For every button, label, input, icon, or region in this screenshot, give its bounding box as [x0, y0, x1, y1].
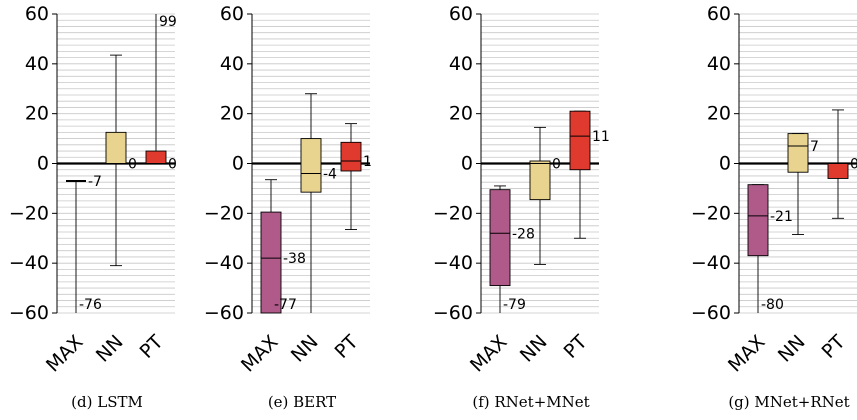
panel-caption: (f) RNet+MNet [472, 393, 589, 411]
min-label: -79 [503, 297, 526, 313]
median-label: 0 [168, 157, 177, 173]
category-label: PT [818, 331, 850, 363]
y-tick-label: 20 [449, 103, 473, 125]
box-max: -7 -76 [66, 174, 102, 313]
category-label: NN [774, 331, 810, 367]
median-label: 0 [128, 157, 137, 173]
panel: 60 40 20 0 −20 −40 −60 -28 -79 MAX 0 NN 11 PT (f) RNet… [433, 3, 610, 411]
box-pt: 1 [340, 123, 372, 230]
category-label: PT [331, 331, 363, 363]
median-label: -28 [512, 226, 535, 242]
panel: 60 40 20 0 −20 −40 −60 -21 -80 MAX 7 NN 0 PT (g) MNet+… [691, 3, 857, 411]
median-label: 7 [810, 139, 819, 155]
y-tick-label: 20 [25, 103, 49, 125]
box-pt: 0 99 [145, 14, 177, 173]
median-label: -7 [88, 174, 102, 190]
y-tick-label: −40 [204, 252, 244, 274]
y-tick-label: −20 [9, 202, 49, 224]
panel-caption: (d) LSTM [71, 393, 143, 411]
box-rect [145, 150, 167, 164]
y-tick-label: −60 [691, 302, 731, 324]
box-pt: 0 [827, 109, 857, 219]
box-nn: 0 [105, 54, 137, 267]
box-nn: 0 [529, 126, 561, 265]
box-rect [787, 133, 809, 173]
median-label: 11 [592, 129, 610, 145]
y-tick-label: 60 [707, 3, 731, 25]
y-tick-label: 40 [707, 53, 731, 75]
y-tick-label: −40 [433, 252, 473, 274]
y-tick-label: −40 [691, 252, 731, 274]
category-label: MAX [42, 331, 88, 377]
y-tick-label: 0 [37, 153, 49, 175]
box-rect [105, 131, 127, 164]
median-label: 1 [363, 154, 372, 170]
y-tick-label: 60 [25, 3, 49, 25]
median-label: -4 [323, 166, 337, 182]
category-label: MAX [466, 331, 512, 377]
y-tick-label: −20 [204, 202, 244, 224]
panel-caption: (e) BERT [268, 393, 336, 411]
min-label: -76 [79, 297, 102, 313]
y-tick-label: 40 [449, 53, 473, 75]
category-label: NN [92, 331, 128, 367]
y-tick-label: 40 [220, 53, 244, 75]
max-label: 99 [159, 14, 177, 30]
y-tick-label: 0 [461, 153, 473, 175]
median-label: -21 [770, 209, 793, 225]
median-label: 0 [850, 157, 857, 173]
category-label: PT [560, 331, 592, 363]
box-pt: 11 [569, 110, 610, 239]
category-label: MAX [237, 331, 283, 377]
panel: 60 40 20 0 −20 −40 −60 -38 -77 MAX -4 NN 1 PT (e) BERT [204, 3, 372, 411]
category-label: NN [516, 331, 552, 367]
y-tick-label: −20 [691, 202, 731, 224]
category-label: NN [287, 331, 323, 367]
box-rect [529, 160, 551, 201]
y-tick-label: 60 [220, 3, 244, 25]
median-label: 0 [552, 157, 561, 173]
y-tick-label: 20 [220, 103, 244, 125]
box-rect [340, 141, 362, 172]
y-tick-label: 0 [719, 153, 731, 175]
box-max: -21 -80 [747, 184, 793, 313]
box-max: -38 -77 [260, 179, 306, 314]
y-tick-label: −40 [9, 252, 49, 274]
median-label: -38 [283, 251, 306, 267]
panel: 60 40 20 0 −20 −40 −60 -7 -76 MAX 0 NN 0 99 PT (d) LSTM [9, 3, 177, 411]
category-label: PT [136, 331, 168, 363]
y-tick-label: 20 [707, 103, 731, 125]
y-tick-label: −60 [433, 302, 473, 324]
panel-caption: (g) MNet+RNet [728, 393, 849, 411]
box-rect [827, 163, 849, 179]
y-tick-label: −60 [204, 302, 244, 324]
y-tick-label: 0 [232, 153, 244, 175]
box-nn: 7 [787, 133, 819, 235]
box-rect [300, 138, 322, 193]
box-max: -28 -79 [489, 185, 535, 313]
box-nn: -4 [300, 93, 337, 313]
y-tick-label: 40 [25, 53, 49, 75]
y-tick-label: 60 [449, 3, 473, 25]
box-rect [489, 189, 511, 287]
box-rect [260, 211, 282, 314]
box-rect [569, 110, 591, 171]
y-tick-label: −20 [433, 202, 473, 224]
box-rect [747, 184, 769, 257]
y-tick-label: −60 [9, 302, 49, 324]
category-label: MAX [724, 331, 770, 377]
min-label: -77 [274, 297, 297, 313]
min-label: -80 [761, 297, 784, 313]
